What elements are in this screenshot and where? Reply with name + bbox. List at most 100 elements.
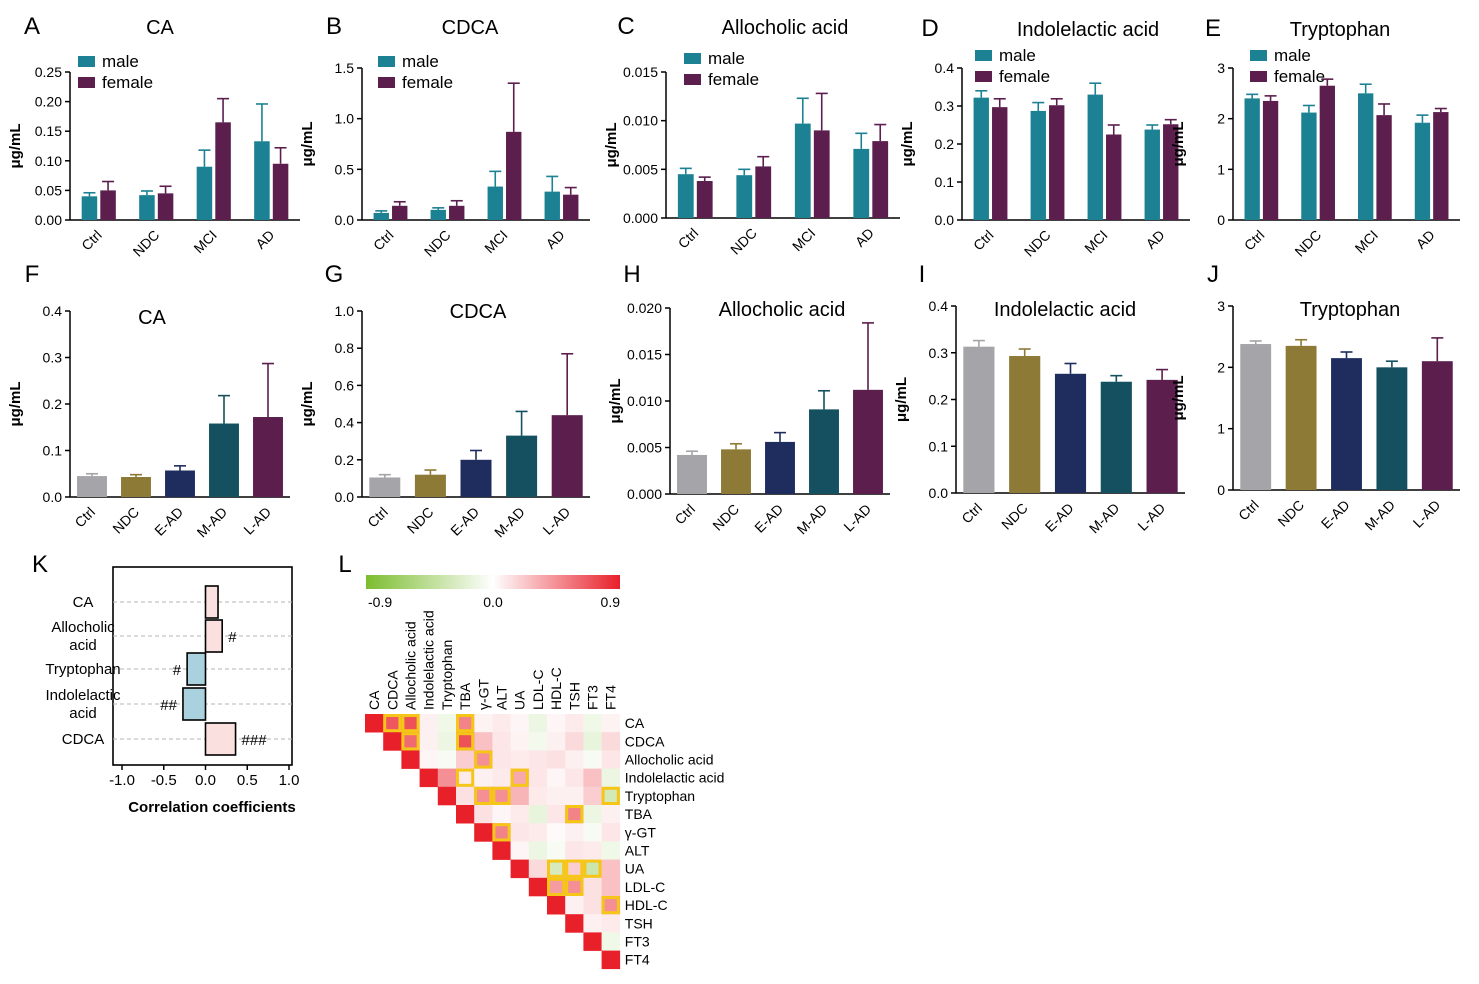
bar [765, 441, 795, 494]
heatmap-cell [565, 914, 584, 933]
bar-male [1087, 94, 1103, 220]
significant-cell-outline [565, 805, 584, 824]
legend-swatch [975, 50, 992, 61]
significance-mark: # [228, 629, 237, 646]
y-tick-label: 0.0 [929, 485, 949, 501]
bar-male [373, 212, 389, 220]
bar [1285, 345, 1317, 490]
x-tick-label: Ctrl [370, 227, 397, 254]
heatmap-cell [456, 786, 475, 806]
bar [414, 474, 446, 497]
heatmap-cell [528, 823, 548, 842]
heatmap-column-label: CDCA [384, 670, 400, 710]
heatmap-cell [492, 768, 511, 788]
heatmap-row-label: Indolelactic acid [625, 770, 725, 786]
heatmap-cell [528, 786, 548, 806]
bar-male [254, 141, 270, 220]
x-tick-label: MCI [481, 227, 510, 256]
chart-title: CDCA [450, 301, 507, 323]
bar-female [157, 193, 174, 220]
heatmap-cell [528, 732, 548, 751]
heatmap-cell [601, 768, 621, 788]
y-axis-label: μg/mL [299, 381, 316, 426]
heatmap-cell [474, 786, 493, 806]
bar [677, 454, 707, 494]
category-label: Indolelactic [45, 687, 121, 704]
heatmap-column-label: TSH [566, 682, 582, 710]
y-tick-label: 2 [1217, 111, 1225, 127]
category-label: CDCA [62, 731, 105, 748]
heatmap-cell [383, 732, 402, 751]
y-tick-label: 0.1 [935, 174, 955, 190]
x-tick-label: L-AD [840, 501, 874, 535]
heatmap-row-label: CA [625, 715, 645, 731]
heatmap-column-label: FT4 [603, 685, 619, 710]
bar-female [506, 131, 522, 220]
y-tick-label: 0.0 [335, 489, 355, 505]
heatmap-cell [437, 786, 457, 806]
heatmap-cell [419, 732, 439, 751]
heatmap-cell [492, 732, 511, 751]
y-axis-label: μg/mL [893, 377, 910, 422]
x-tick-label: L-AD [1410, 497, 1444, 531]
y-tick-label: 0.6 [335, 377, 355, 393]
heatmap-cell [419, 714, 439, 733]
chart-title: Indolelactic acid [994, 299, 1136, 321]
legend-label: male [999, 46, 1036, 65]
heatmap-cell [601, 932, 621, 951]
heatmap-cell [601, 732, 621, 751]
x-tick-label: M-AD [1361, 497, 1398, 534]
heatmap-cell [565, 841, 584, 860]
heatmap-column-label: LDL-C [530, 670, 546, 710]
heatmap-cell [583, 805, 602, 824]
bar [721, 449, 751, 494]
heatmap-cell [583, 859, 602, 879]
significant-cell-outline [492, 786, 511, 805]
heatmap-cell [474, 805, 493, 824]
significance-mark: ## [160, 697, 177, 714]
significant-cell-outline [601, 786, 620, 805]
legend-swatch [975, 71, 992, 82]
bar-female [215, 122, 231, 220]
y-tick-label: 0.005 [627, 440, 662, 456]
panel-letter: J [1207, 261, 1219, 288]
x-tick-label: MCI [1352, 227, 1381, 256]
heatmap-cell [547, 859, 566, 879]
heatmap-cell [547, 805, 566, 824]
heatmap-cell [547, 877, 566, 897]
bar-male [487, 186, 503, 220]
heatmap-cell [456, 768, 475, 788]
heatmap-cell [383, 714, 402, 733]
significant-cell-outline [547, 859, 566, 878]
heatmap-cell [456, 805, 475, 824]
heatmap-column-label: TBA [457, 682, 473, 710]
significant-cell-outline [401, 714, 420, 733]
bar [809, 409, 839, 494]
correlation-bar [186, 652, 207, 686]
heatmap-row-label: FT3 [625, 934, 650, 950]
heatmap-cell [510, 768, 530, 788]
heatmap-cell [565, 768, 584, 788]
heatmap-cell [601, 896, 621, 915]
y-tick-label: 0.2 [929, 392, 949, 408]
significant-cell-outline [456, 732, 475, 751]
significant-cell-outline [510, 768, 529, 787]
y-tick-label: 0.000 [623, 210, 658, 226]
panel-letter: I [919, 261, 926, 288]
heatmap-cell [528, 805, 548, 824]
heatmap-cell [601, 841, 621, 860]
chart-title: Allocholic acid [722, 17, 849, 39]
x-tick-label: Ctrl [71, 504, 98, 531]
heatmap-cell [492, 823, 511, 842]
y-tick-label: 0.8 [335, 340, 355, 356]
panel-A: 0.00 0.05 0.10 0.15 0.20 0.25 μg/mL A CA Ctrl NDC M… [7, 13, 300, 260]
bar [460, 459, 492, 497]
bar-male [196, 166, 213, 220]
heatmap-cell [419, 768, 439, 788]
heatmap-cell [601, 714, 621, 733]
significant-cell-outline [547, 877, 566, 896]
heatmap-cell [437, 714, 457, 733]
x-tick-label: Ctrl [364, 504, 391, 531]
heatmap-row-label: CDCA [625, 733, 665, 749]
bar [1421, 361, 1453, 490]
